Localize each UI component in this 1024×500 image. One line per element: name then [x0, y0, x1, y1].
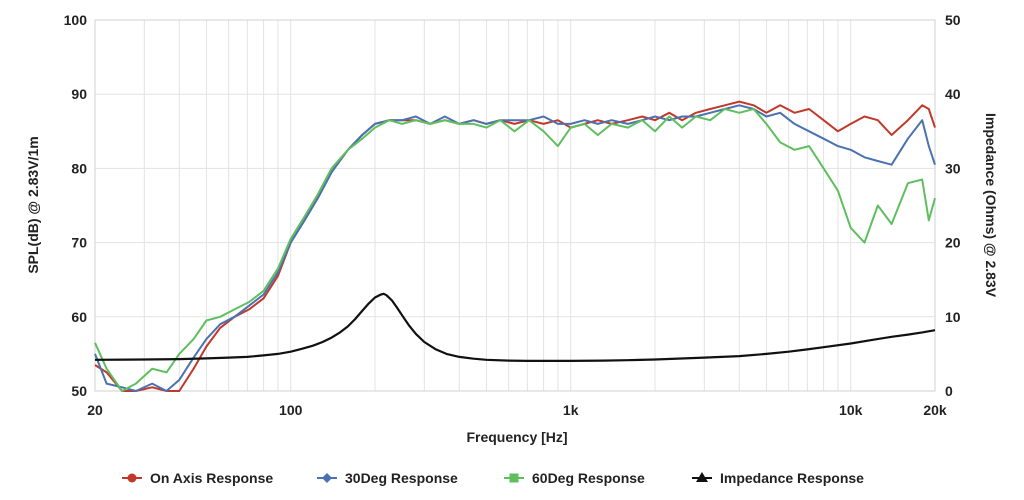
legend-marker-diamond: [322, 473, 332, 483]
left-axis-title: SPL(dB) @ 2.83V/1m: [25, 136, 41, 273]
right-tick-label: 0: [945, 383, 953, 399]
legend: On Axis Response 30Deg Response 60Deg Resp…: [122, 470, 864, 486]
x-tick-label: 1k: [563, 402, 579, 418]
x-tick-label: 20k: [923, 402, 947, 418]
right-tick-label: 10: [945, 309, 961, 325]
left-tick-label: 70: [71, 235, 87, 251]
right-tick-label: 20: [945, 235, 961, 251]
legend-label: On Axis Response: [150, 470, 273, 486]
left-tick-label: 80: [71, 160, 87, 176]
legend-marker-triangle: [696, 472, 708, 482]
legend-marker-square: [509, 473, 519, 483]
legend-label: Impedance Response: [720, 470, 864, 486]
series-line-impedance-response: [94, 292, 936, 362]
left-tick-label: 100: [64, 12, 88, 28]
legend-item: 60Deg Response: [504, 470, 645, 486]
series-line-on-axis-response: [94, 100, 936, 392]
legend-label: 60Deg Response: [532, 470, 645, 486]
grid: [94, 19, 936, 392]
legend-item: On Axis Response: [122, 470, 273, 486]
series-line-60deg-response: [94, 108, 936, 392]
right-tick-label: 50: [945, 12, 961, 28]
right-tick-label: 40: [945, 86, 961, 102]
left-tick-label: 60: [71, 309, 87, 325]
x-tick-label: 100: [279, 402, 303, 418]
x-axis-title: Frequency [Hz]: [466, 429, 567, 445]
legend-label: 30Deg Response: [345, 470, 458, 486]
plot-area-border: [94, 19, 936, 392]
x-tick-label: 20: [87, 402, 103, 418]
left-tick-label: 50: [71, 383, 87, 399]
legend-item: Impedance Response: [692, 470, 864, 486]
series-layer: [94, 100, 936, 392]
series-line-30deg-response: [94, 104, 936, 392]
right-axis-title: Impedance (Ohms) @ 2.83V: [983, 113, 999, 298]
legend-marker-circle: [127, 473, 137, 483]
x-tick-label: 10k: [839, 402, 863, 418]
left-tick-label: 90: [71, 86, 87, 102]
legend-item: 30Deg Response: [317, 470, 458, 486]
right-tick-label: 30: [945, 160, 961, 176]
